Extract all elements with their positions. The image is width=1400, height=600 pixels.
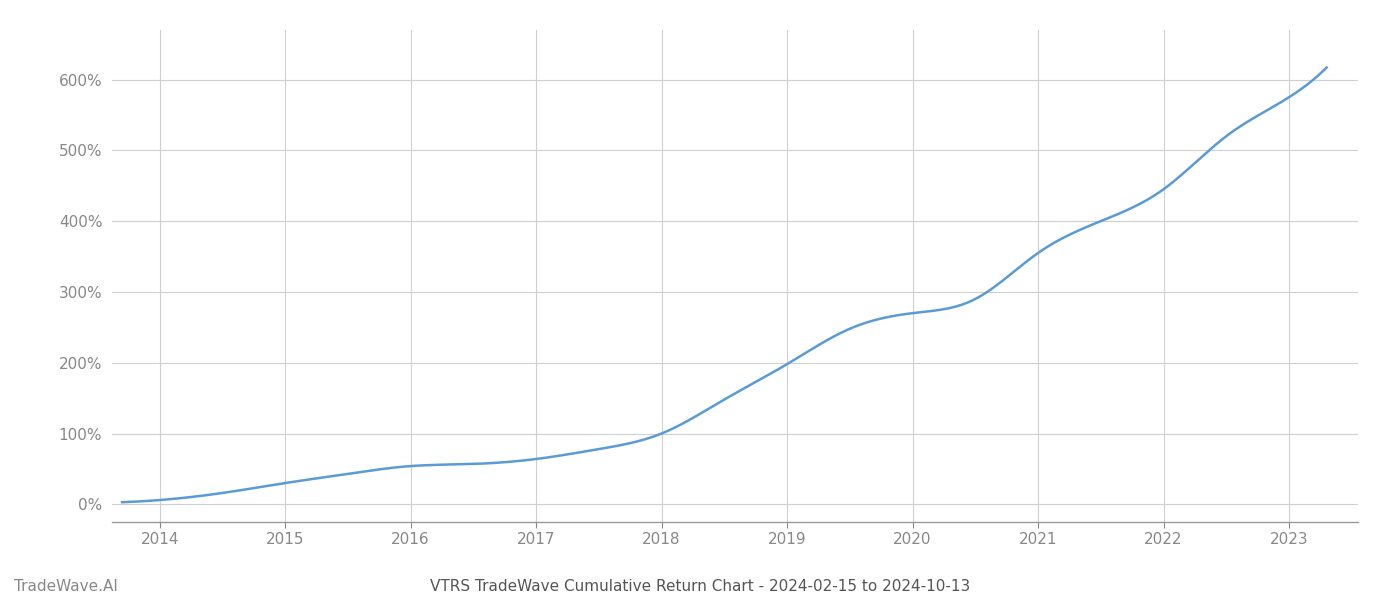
Text: TradeWave.AI: TradeWave.AI <box>14 579 118 594</box>
Text: VTRS TradeWave Cumulative Return Chart - 2024-02-15 to 2024-10-13: VTRS TradeWave Cumulative Return Chart -… <box>430 579 970 594</box>
